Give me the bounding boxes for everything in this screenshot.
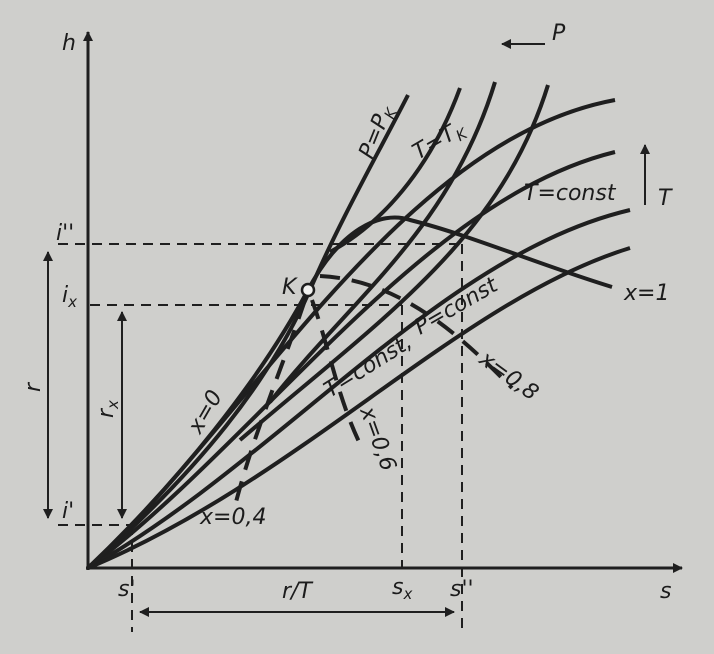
s-mark: s'' (450, 577, 474, 602)
axis-label: h (62, 31, 76, 56)
interval-label: rx (94, 400, 122, 418)
curve-label: x=1 (623, 281, 669, 306)
point-label: K (282, 275, 298, 300)
arrow-label: T (658, 186, 673, 211)
interval-arrows (43, 39, 650, 617)
quality-lines (234, 274, 514, 503)
h-mark: i'' (56, 221, 74, 246)
critical-point (300, 282, 316, 298)
h-mark: ix (62, 283, 77, 311)
interval-label: r/T (282, 579, 313, 604)
axis-label: s (660, 579, 671, 604)
interval-label: r (21, 381, 46, 392)
h-mark: i' (62, 499, 74, 524)
s-mark: s' (118, 577, 136, 602)
curve-label: x=0,4 (199, 505, 266, 530)
curve-label: T=const (524, 181, 617, 206)
arrow-label: P (552, 21, 566, 46)
s-mark: sx (392, 575, 412, 603)
guide-lines (58, 243, 463, 632)
